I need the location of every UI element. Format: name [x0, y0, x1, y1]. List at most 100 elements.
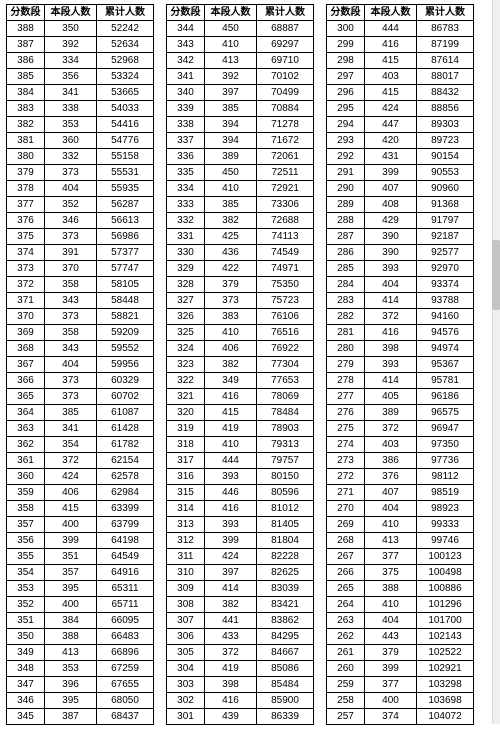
cell-count: 414: [205, 581, 257, 596]
cell-count: 357: [45, 565, 97, 580]
cell-score: 284: [327, 277, 365, 292]
cell-cumulative: 53665: [97, 85, 153, 100]
cell-count: 407: [365, 181, 417, 196]
cell-cumulative: 102522: [417, 645, 473, 660]
cell-count: 403: [365, 69, 417, 84]
cell-cumulative: 72688: [257, 213, 313, 228]
table-row: 27939395367: [327, 357, 473, 373]
cell-count: 334: [45, 53, 97, 68]
cell-count: 396: [45, 677, 97, 692]
cell-count: 377: [365, 549, 417, 564]
table-row: 30044486783: [327, 21, 473, 37]
cell-count: 424: [205, 549, 257, 564]
cell-score: 323: [167, 357, 205, 372]
cell-score: 379: [7, 165, 45, 180]
cell-count: 404: [45, 181, 97, 196]
cell-cumulative: 84667: [257, 645, 313, 660]
cell-count: 407: [365, 485, 417, 500]
cell-score: 386: [7, 53, 45, 68]
table-row: 29243190154: [327, 149, 473, 165]
cell-cumulative: 78903: [257, 421, 313, 436]
header-count: 本段人数: [45, 5, 97, 20]
cell-count: 341: [45, 421, 97, 436]
cell-score: 385: [7, 69, 45, 84]
cell-cumulative: 56613: [97, 213, 153, 228]
cell-count: 377: [365, 677, 417, 692]
table-row: 259377103298: [327, 677, 473, 693]
scrollbar-track[interactable]: [492, 0, 500, 724]
table-row: 32234977653: [167, 373, 313, 389]
scrollbar-thumb[interactable]: [492, 240, 500, 310]
cell-count: 419: [205, 661, 257, 676]
cell-score: 361: [7, 453, 45, 468]
cell-score: 327: [167, 293, 205, 308]
cell-score: 362: [7, 437, 45, 452]
cell-cumulative: 77653: [257, 373, 313, 388]
cell-count: 444: [365, 21, 417, 36]
table-row: 31239981804: [167, 533, 313, 549]
table-row: 33142574113: [167, 229, 313, 245]
table-row: 33338573306: [167, 197, 313, 213]
cell-count: 406: [205, 341, 257, 356]
cell-count: 441: [205, 613, 257, 628]
cell-count: 436: [205, 245, 257, 260]
table-row: 28237294160: [327, 309, 473, 325]
cell-score: 331: [167, 229, 205, 244]
cell-score: 372: [7, 277, 45, 292]
table-row: 31744479757: [167, 453, 313, 469]
table-row: 33043674549: [167, 245, 313, 261]
cell-score: 388: [7, 21, 45, 36]
cell-cumulative: 60702: [97, 389, 153, 404]
table-row: 34739667655: [7, 677, 153, 693]
table-row: 34139270102: [167, 69, 313, 85]
cell-cumulative: 74971: [257, 261, 313, 276]
cell-score: 370: [7, 309, 45, 324]
cell-count: 416: [365, 37, 417, 52]
cell-score: 275: [327, 421, 365, 436]
table-row: 33739471672: [167, 133, 313, 149]
table-row: 31339381405: [167, 517, 313, 533]
table-row: 32141678069: [167, 389, 313, 405]
cell-cumulative: 61428: [97, 421, 153, 436]
cell-count: 414: [365, 293, 417, 308]
cell-cumulative: 85086: [257, 661, 313, 676]
table-row: 35038866483: [7, 629, 153, 645]
cell-count: 416: [205, 693, 257, 708]
table-row: 27537296947: [327, 421, 473, 437]
table-row: 35639964198: [7, 533, 153, 549]
header-score: 分数段: [7, 5, 45, 20]
table-row: 32638376106: [167, 309, 313, 325]
cell-cumulative: 56287: [97, 197, 153, 212]
cell-count: 385: [45, 405, 97, 420]
cell-cumulative: 79313: [257, 437, 313, 452]
header-score: 分数段: [327, 5, 365, 20]
cell-count: 400: [45, 517, 97, 532]
cell-count: 410: [205, 181, 257, 196]
cell-score: 316: [167, 469, 205, 484]
cell-score: 291: [327, 165, 365, 180]
cell-score: 382: [7, 117, 45, 132]
cell-count: 372: [45, 453, 97, 468]
cell-cumulative: 64549: [97, 549, 153, 564]
cell-cumulative: 62984: [97, 485, 153, 500]
cell-count: 351: [45, 549, 97, 564]
cell-score: 350: [7, 629, 45, 644]
cell-cumulative: 70499: [257, 85, 313, 100]
cell-count: 431: [365, 149, 417, 164]
table-row: 31841079313: [167, 437, 313, 453]
cell-score: 286: [327, 245, 365, 260]
cell-score: 324: [167, 341, 205, 356]
cell-cumulative: 68887: [257, 21, 313, 36]
cell-cumulative: 57377: [97, 245, 153, 260]
cell-score: 363: [7, 421, 45, 436]
table-row: 33545072511: [167, 165, 313, 181]
cell-score: 375: [7, 229, 45, 244]
table-row: 263404101700: [327, 613, 473, 629]
cell-count: 400: [365, 693, 417, 708]
cell-score: 358: [7, 501, 45, 516]
table-row: 26841399746: [327, 533, 473, 549]
table-row: 38235354416: [7, 117, 153, 133]
cell-score: 273: [327, 453, 365, 468]
cell-count: 447: [365, 117, 417, 132]
cell-count: 373: [45, 165, 97, 180]
